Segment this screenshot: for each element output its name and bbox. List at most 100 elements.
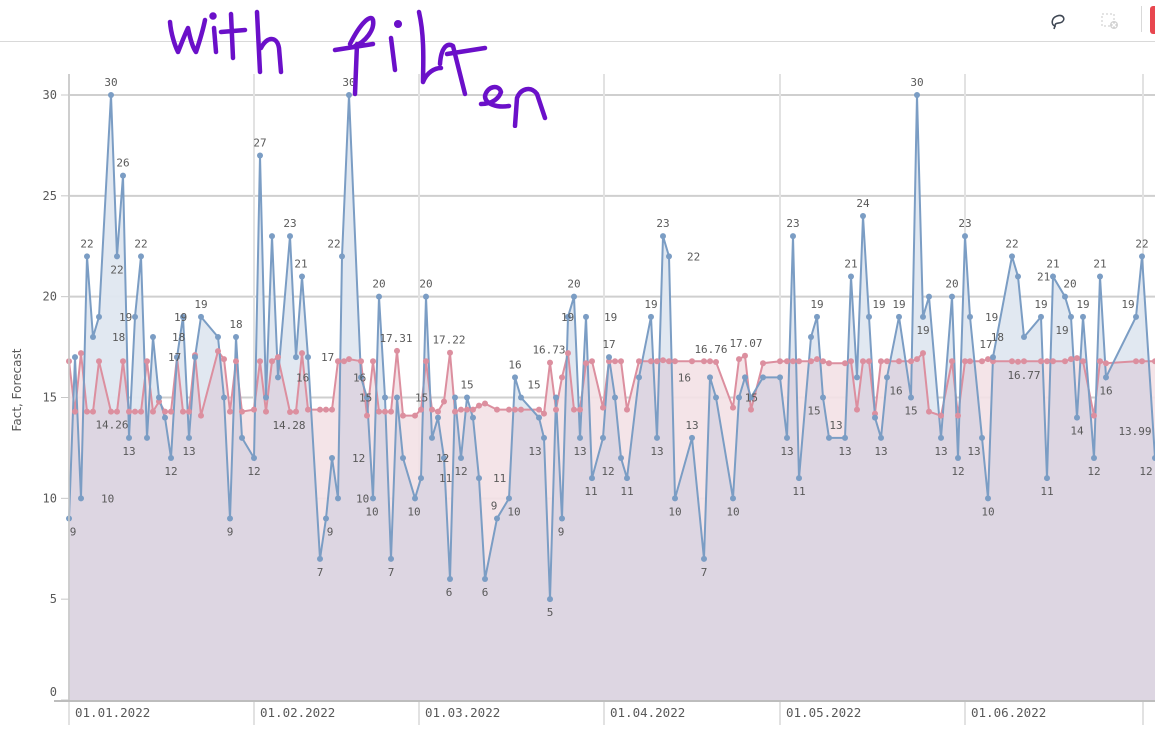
data-label: 17 (321, 351, 334, 364)
data-label: 22 (80, 237, 93, 250)
handwritten-annotation: with filter (167, 9, 548, 128)
data-label: 18 (172, 331, 185, 344)
data-label: 20 (945, 278, 958, 291)
data-label: 11 (493, 472, 506, 485)
data-label: 19 (985, 311, 998, 324)
data-label: 13 (967, 445, 980, 458)
data-label: 5 (547, 606, 554, 619)
data-label: 7 (701, 566, 708, 579)
data-label: 19 (1076, 298, 1089, 311)
data-label: 17 (602, 338, 615, 351)
data-label: 12 (601, 465, 614, 478)
data-label: 21 (1046, 258, 1059, 271)
data-label: 16 (889, 384, 902, 397)
data-label: 7 (388, 566, 395, 579)
data-label: 11 (1040, 485, 1053, 498)
toolbar (0, 0, 1155, 42)
lasso-select-icon[interactable] (1049, 12, 1067, 30)
x-axis: 01.01.2022 01.02.2022 01.03.2022 01.04.2022… (54, 700, 1155, 720)
data-label: 11 (584, 485, 597, 498)
data-label: 16 (678, 371, 691, 384)
data-label: 19 (644, 298, 657, 311)
data-label: 30 (104, 76, 117, 89)
data-label: 10 (356, 492, 369, 505)
data-label: 16.76 (694, 343, 727, 356)
data-label: 19 (119, 311, 132, 324)
data-label: 13 (780, 445, 793, 458)
data-label: 10 (101, 492, 114, 505)
data-label: 21 (844, 258, 857, 271)
data-label: 27 (253, 137, 266, 150)
y-tick-label: 30 (43, 88, 57, 102)
data-label: 17.31 (379, 332, 412, 345)
data-label: 16 (353, 371, 366, 384)
data-label: 19 (916, 324, 929, 337)
data-label: 24 (856, 197, 870, 210)
data-label: 15 (527, 379, 540, 392)
data-label: 22 (687, 250, 700, 263)
data-label: 16 (508, 358, 521, 371)
data-label: 22 (134, 237, 147, 250)
data-label: 10 (365, 505, 378, 518)
selections-tab[interactable] (1150, 6, 1155, 34)
data-label: 10 (726, 505, 739, 518)
data-label: 19 (174, 311, 187, 324)
data-label: 17.22 (432, 334, 465, 347)
x-tick-label: 01.02.2022 (260, 705, 335, 720)
data-label: 19 (810, 298, 823, 311)
data-label: 15 (807, 405, 820, 418)
data-label: 9 (70, 526, 77, 539)
data-labels: 91022181930222614.2613221817121913191891… (70, 76, 1153, 619)
data-label: 11 (792, 485, 805, 498)
data-label: 12 (454, 465, 467, 478)
data-label: 30 (910, 76, 923, 89)
data-label: 15 (904, 405, 917, 418)
data-label: 10 (407, 505, 420, 518)
data-label: 16.73 (532, 344, 565, 357)
data-label: 17.07 (729, 337, 762, 350)
data-label: 23 (958, 217, 971, 230)
data-label: 17 (979, 338, 992, 351)
data-label: 13 (838, 445, 851, 458)
data-label: 19 (561, 311, 574, 324)
forecast-line (68, 348, 1155, 417)
data-label: 13 (874, 445, 887, 458)
data-label: 6 (482, 586, 489, 599)
data-label: 15 (359, 392, 372, 405)
y-tick-label: 15 (43, 391, 57, 405)
data-label: 9 (558, 526, 565, 539)
data-label: 16 (296, 371, 309, 384)
data-label: 10 (507, 505, 520, 518)
data-label: 12 (436, 452, 449, 465)
data-label: 10 (668, 505, 681, 518)
data-label: 19 (872, 298, 885, 311)
y-tick-label: 25 (43, 189, 57, 203)
data-label: 26 (116, 157, 129, 170)
data-label: 16.77 (1007, 369, 1040, 382)
x-tick-label: 01.04.2022 (610, 705, 685, 720)
data-label: 19 (1034, 298, 1047, 311)
y-tick-label: 5 (50, 592, 57, 606)
data-label: 12 (1139, 465, 1152, 478)
data-label: 13 (650, 445, 663, 458)
data-label: 22 (1135, 237, 1148, 250)
data-label: 22 (1005, 237, 1018, 250)
data-label: 7 (317, 566, 324, 579)
data-label: 21 (1093, 258, 1106, 271)
data-label: 13 (685, 419, 698, 432)
data-points (66, 92, 1155, 603)
series-lines (68, 94, 1155, 600)
data-label: 15 (415, 392, 428, 405)
data-label: 19 (194, 298, 207, 311)
data-label: 13 (122, 445, 135, 458)
data-label: 14.28 (272, 419, 305, 432)
data-label: 11 (439, 472, 452, 485)
data-label: 13 (528, 445, 541, 458)
clear-selections-icon[interactable] (1101, 12, 1119, 30)
data-label: 18 (991, 331, 1004, 344)
data-label: 14 (1070, 425, 1084, 438)
data-label: 21 (294, 258, 307, 271)
data-label: 14.26 (95, 419, 128, 432)
y-tick-label: 20 (43, 290, 57, 304)
